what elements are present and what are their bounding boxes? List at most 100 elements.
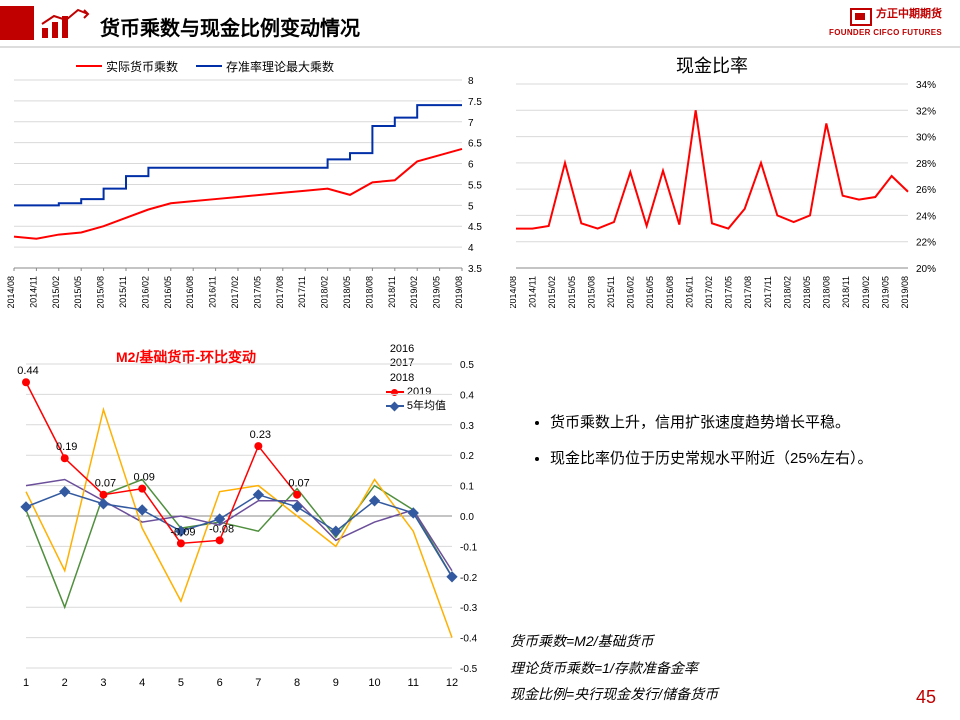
- svg-text:2015/08: 2015/08: [586, 276, 596, 309]
- svg-text:2019/02: 2019/02: [861, 276, 871, 309]
- svg-text:2017/05: 2017/05: [724, 276, 734, 309]
- svg-text:28%: 28%: [916, 159, 936, 170]
- svg-text:2018/08: 2018/08: [822, 276, 832, 309]
- svg-text:2015/02: 2015/02: [51, 276, 61, 309]
- svg-text:2015/08: 2015/08: [96, 276, 106, 309]
- svg-text:1: 1: [23, 677, 29, 689]
- svg-text:2017/02: 2017/02: [704, 276, 714, 309]
- svg-text:10: 10: [368, 677, 380, 689]
- bullet-1: 货币乘数上升，信用扩张速度趋势增长平稳。: [550, 408, 960, 438]
- svg-text:2017/08: 2017/08: [743, 276, 753, 309]
- chart-mom-change: 2016 2017 2018 2019 5年均值-0.5-0.4-0.3-0.2…: [6, 336, 496, 696]
- svg-text:2017/08: 2017/08: [275, 276, 285, 309]
- svg-text:4.5: 4.5: [468, 222, 482, 233]
- svg-text:3.5: 3.5: [468, 264, 482, 275]
- svg-text:7.5: 7.5: [468, 97, 482, 108]
- svg-text:2016/11: 2016/11: [684, 276, 694, 308]
- slide-body: 实际货币乘数存准率理论最大乘数3.544.555.566.577.582014/…: [0, 48, 960, 720]
- svg-text:0.07: 0.07: [288, 478, 309, 490]
- svg-text:2018/11: 2018/11: [841, 276, 851, 308]
- svg-text:2015/11: 2015/11: [118, 276, 128, 308]
- company-logo: 方正中期期货 FOUNDER CIFCO FUTURES: [829, 8, 942, 38]
- svg-text:2018/02: 2018/02: [320, 276, 330, 309]
- svg-text:2016/08: 2016/08: [665, 276, 675, 309]
- svg-text:0.23: 0.23: [250, 429, 271, 441]
- svg-text:-0.1: -0.1: [460, 542, 478, 553]
- svg-text:现金比率: 现金比率: [676, 56, 748, 76]
- svg-text:2018/08: 2018/08: [364, 276, 374, 309]
- svg-text:2014/08: 2014/08: [6, 276, 16, 309]
- svg-text:-0.4: -0.4: [460, 634, 478, 645]
- svg-text:0.4: 0.4: [460, 390, 474, 401]
- svg-text:2018/05: 2018/05: [342, 276, 352, 309]
- svg-text:34%: 34%: [916, 80, 936, 91]
- note-3: 现金比例=央行现金发行/储备货币: [510, 681, 930, 708]
- svg-text:2016/05: 2016/05: [645, 276, 655, 309]
- svg-text:-0.2: -0.2: [460, 573, 478, 584]
- svg-text:2016/02: 2016/02: [626, 276, 636, 309]
- svg-text:2017/11: 2017/11: [763, 276, 773, 308]
- accent-bar: [0, 6, 34, 40]
- page-number: 45: [916, 687, 936, 708]
- slide-header: 货币乘数与现金比例变动情况 方正中期期货 FOUNDER CIFCO FUTUR…: [0, 0, 960, 48]
- svg-text:0.2: 0.2: [460, 451, 474, 462]
- svg-text:8: 8: [294, 677, 300, 689]
- svg-text:0.3: 0.3: [460, 421, 474, 432]
- note-1: 货币乘数=M2/基础货币: [510, 628, 930, 655]
- svg-text:0.44: 0.44: [17, 365, 38, 377]
- svg-text:2018/05: 2018/05: [802, 276, 812, 309]
- svg-text:-0.08: -0.08: [209, 523, 234, 535]
- svg-text:0.19: 0.19: [56, 441, 77, 453]
- logo-icon: [850, 8, 872, 26]
- svg-text:9: 9: [333, 677, 339, 689]
- svg-text:2014/11: 2014/11: [28, 276, 38, 308]
- svg-text:0.07: 0.07: [95, 478, 116, 490]
- svg-text:2: 2: [62, 677, 68, 689]
- svg-text:M2/基础货币-环比变动: M2/基础货币-环比变动: [116, 349, 256, 365]
- slide-title: 货币乘数与现金比例变动情况: [100, 12, 360, 41]
- bullet-list: 货币乘数上升，信用扩张速度趋势增长平稳。 现金比率仍位于历史常规水平附近（25%…: [510, 408, 960, 480]
- svg-text:2018/02: 2018/02: [782, 276, 792, 309]
- svg-text:-0.09: -0.09: [170, 526, 195, 538]
- svg-text:2016/02: 2016/02: [140, 276, 150, 309]
- svg-text:32%: 32%: [916, 106, 936, 117]
- chart-multiplier: 实际货币乘数存准率理论最大乘数3.544.555.566.577.582014/…: [6, 56, 496, 316]
- svg-text:3: 3: [100, 677, 106, 689]
- svg-text:2017/05: 2017/05: [252, 276, 262, 309]
- svg-text:26%: 26%: [916, 185, 936, 196]
- chart-icon: [40, 6, 90, 40]
- logo-text-en: FOUNDER CIFCO FUTURES: [829, 28, 942, 37]
- svg-text:11: 11: [408, 677, 419, 689]
- svg-text:0.09: 0.09: [133, 472, 154, 484]
- svg-text:5: 5: [468, 201, 474, 212]
- svg-text:2015/05: 2015/05: [73, 276, 83, 309]
- svg-text:4: 4: [468, 243, 474, 254]
- svg-text:0.5: 0.5: [460, 360, 474, 371]
- svg-text:2017/11: 2017/11: [297, 276, 307, 308]
- note-2: 理论货币乘数=1/存款准备金率: [510, 655, 930, 682]
- svg-text:4: 4: [139, 677, 145, 689]
- svg-text:2019/02: 2019/02: [409, 276, 419, 309]
- svg-text:2019/08: 2019/08: [454, 276, 464, 309]
- svg-text:22%: 22%: [916, 238, 936, 249]
- svg-text:2014/08: 2014/08: [510, 276, 518, 309]
- svg-text:2019/05: 2019/05: [880, 276, 890, 309]
- svg-text:5: 5: [178, 677, 184, 689]
- svg-text:2015/05: 2015/05: [567, 276, 577, 309]
- svg-text:30%: 30%: [916, 133, 936, 144]
- svg-text:2016/05: 2016/05: [163, 276, 173, 309]
- chart-cash-ratio: 现金比率20%22%24%26%28%30%32%34%2014/082014/…: [510, 56, 950, 316]
- svg-text:-0.3: -0.3: [460, 603, 478, 614]
- svg-text:0.1: 0.1: [460, 482, 474, 493]
- svg-text:5.5: 5.5: [468, 180, 482, 191]
- svg-text:12: 12: [446, 677, 458, 689]
- svg-text:0.0: 0.0: [460, 512, 474, 523]
- svg-text:7: 7: [468, 118, 474, 129]
- bullet-2: 现金比率仍位于历史常规水平附近（25%左右）。: [550, 444, 960, 474]
- svg-text:2015/02: 2015/02: [547, 276, 557, 309]
- svg-text:6: 6: [468, 160, 474, 171]
- svg-text:8: 8: [468, 76, 474, 87]
- svg-text:2017/02: 2017/02: [230, 276, 240, 309]
- svg-text:2014/11: 2014/11: [528, 276, 538, 308]
- svg-text:2016/11: 2016/11: [208, 276, 218, 308]
